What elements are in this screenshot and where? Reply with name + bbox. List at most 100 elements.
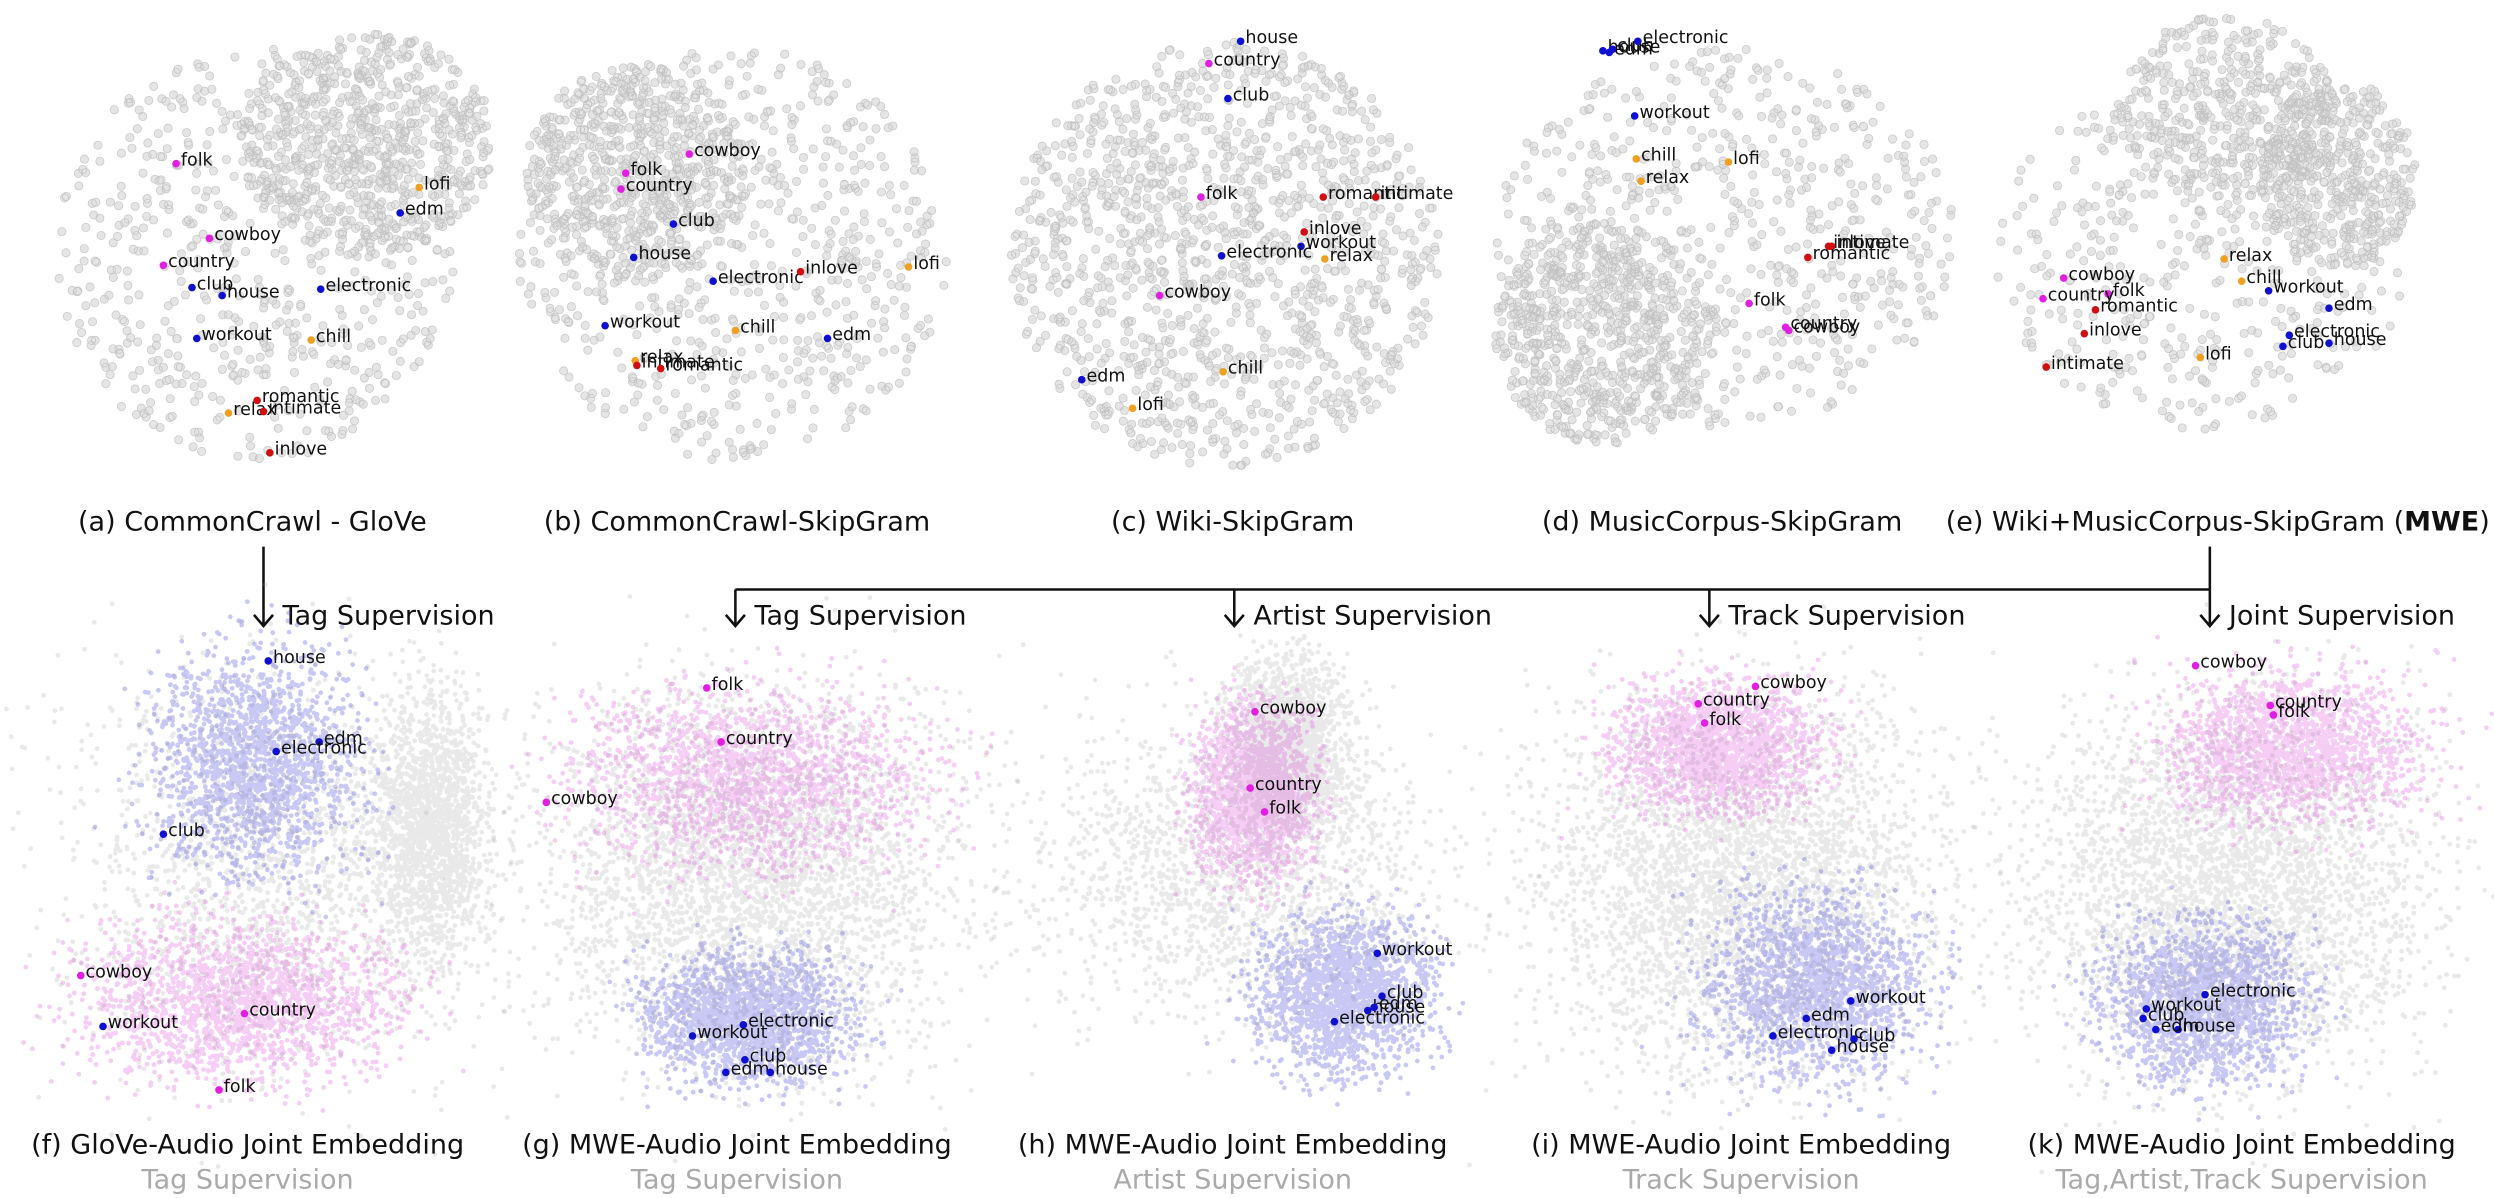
word-label: cowboy [2200,653,2267,673]
word-point [1261,808,1269,816]
point-cloud [1444,605,2057,1168]
word-label: electronic [281,738,367,758]
caption-text: (e) Wiki+MusicCorpus-SkipGram ( [1946,507,2404,538]
word-point [272,748,280,756]
panel-caption: (g) MWE-Audio Joint Embedding [522,1130,952,1161]
word-label: country [1703,691,1770,711]
word-label: folk [1754,290,1787,310]
word-label: workout [1856,988,1926,1008]
word-label: house [227,282,280,302]
panel-caption: (c) Wiki-SkipGram [1111,507,1354,538]
word-label: house [1836,1037,1889,1057]
word-point [1197,193,1205,201]
word-point [206,235,214,243]
word-point [2220,255,2228,263]
word-label: club [2288,333,2325,353]
word-point [1752,683,1760,691]
word-label: inlove [2089,320,2142,340]
word-point [1609,45,1617,53]
word-point [260,408,268,416]
panel-caption: (a) CommonCrawl - GloVe [78,507,427,538]
word-point [1321,255,1329,263]
word-point [1219,368,1227,376]
word-label: chill [1228,359,1263,379]
arrow-label: Tag Supervision [753,600,966,631]
word-point [617,185,625,193]
word-point [2270,711,2278,719]
word-label: folk [1269,799,1302,819]
embedding-panel: cowboyfolkcountryromanticinloveintimater… [1946,14,2490,537]
panel-caption: (f) GloVe-Audio Joint Embedding [31,1130,464,1161]
word-label: folk [224,1077,257,1097]
word-point [717,738,725,746]
word-point [1847,997,1855,1005]
word-label: folk [1709,710,1742,730]
word-point [1745,300,1753,308]
word-point [797,268,805,276]
word-label: country [626,176,693,196]
word-point [1372,193,1380,201]
word-point [1785,327,1793,335]
word-label: electronic [1226,243,1312,263]
word-point [633,362,641,370]
word-label: edm [2161,1016,2200,1036]
word-label: edm [832,325,871,345]
word-label: lofi [424,174,451,194]
word-point [1828,1046,1836,1054]
word-point [1769,1032,1777,1040]
word-label: country [726,729,793,749]
word-label: edm [2334,295,2373,315]
word-label: cowboy [1760,673,1827,693]
word-label: romantic [665,355,743,375]
word-point [1078,376,1086,384]
joint-embedding-panel: Artist Supervisioncowboycountryfolkworko… [922,600,1547,1195]
word-label: workout [202,325,272,345]
word-point [1129,405,1137,413]
word-point [2139,1015,2147,1023]
word-label: edm [731,1059,770,1079]
word-label: romantic [2100,297,2178,317]
arrow-label: Artist Supervision [1253,600,1492,631]
word-point [2152,1026,2160,1034]
word-point [99,1023,107,1031]
word-label: lofi [2205,344,2232,364]
word-label: workout [610,313,680,333]
panel-subtitle: Tag Supervision [141,1164,354,1195]
panel-subtitle: Tag Supervision [630,1164,843,1195]
word-point [1631,112,1639,120]
word-point [1694,700,1702,708]
word-point [317,285,325,293]
word-point [2325,339,2333,347]
word-point [2081,330,2089,338]
word-point [218,292,226,300]
joint-embedding-panel: Joint Supervisioncowboycountryfolkelectr… [1941,600,2494,1195]
word-point [2060,274,2068,282]
word-point [172,160,180,168]
word-point [1224,95,1232,103]
word-label: lofi [1137,395,1164,415]
word-point [1331,1018,1339,1026]
word-label: folk [181,150,214,170]
word-point [1251,708,1259,716]
word-point [767,1069,775,1077]
word-label: country [168,252,235,272]
word-label: workout [108,1013,178,1033]
word-label: workout [1382,940,1452,960]
arrow-label: Track Supervision [1727,600,1965,631]
word-point [905,263,913,271]
point-cloud [0,582,566,1169]
word-label: electronic [325,276,411,296]
word-label: romantic [1813,244,1891,264]
word-point [193,335,201,343]
word-label: inlove [805,259,858,279]
word-point [2092,306,2100,314]
word-point [2265,287,2273,295]
word-label: club [1233,85,1270,105]
caption-text: (d) MusicCorpus-SkipGram [1542,507,1902,538]
word-point [601,322,609,330]
joint-embedding-panel: Tag Supervisionfolkcountrycowboyelectron… [424,594,1043,1195]
panel-caption: (i) MWE-Audio Joint Embedding [1531,1130,1951,1161]
word-label: chill [1641,146,1676,166]
